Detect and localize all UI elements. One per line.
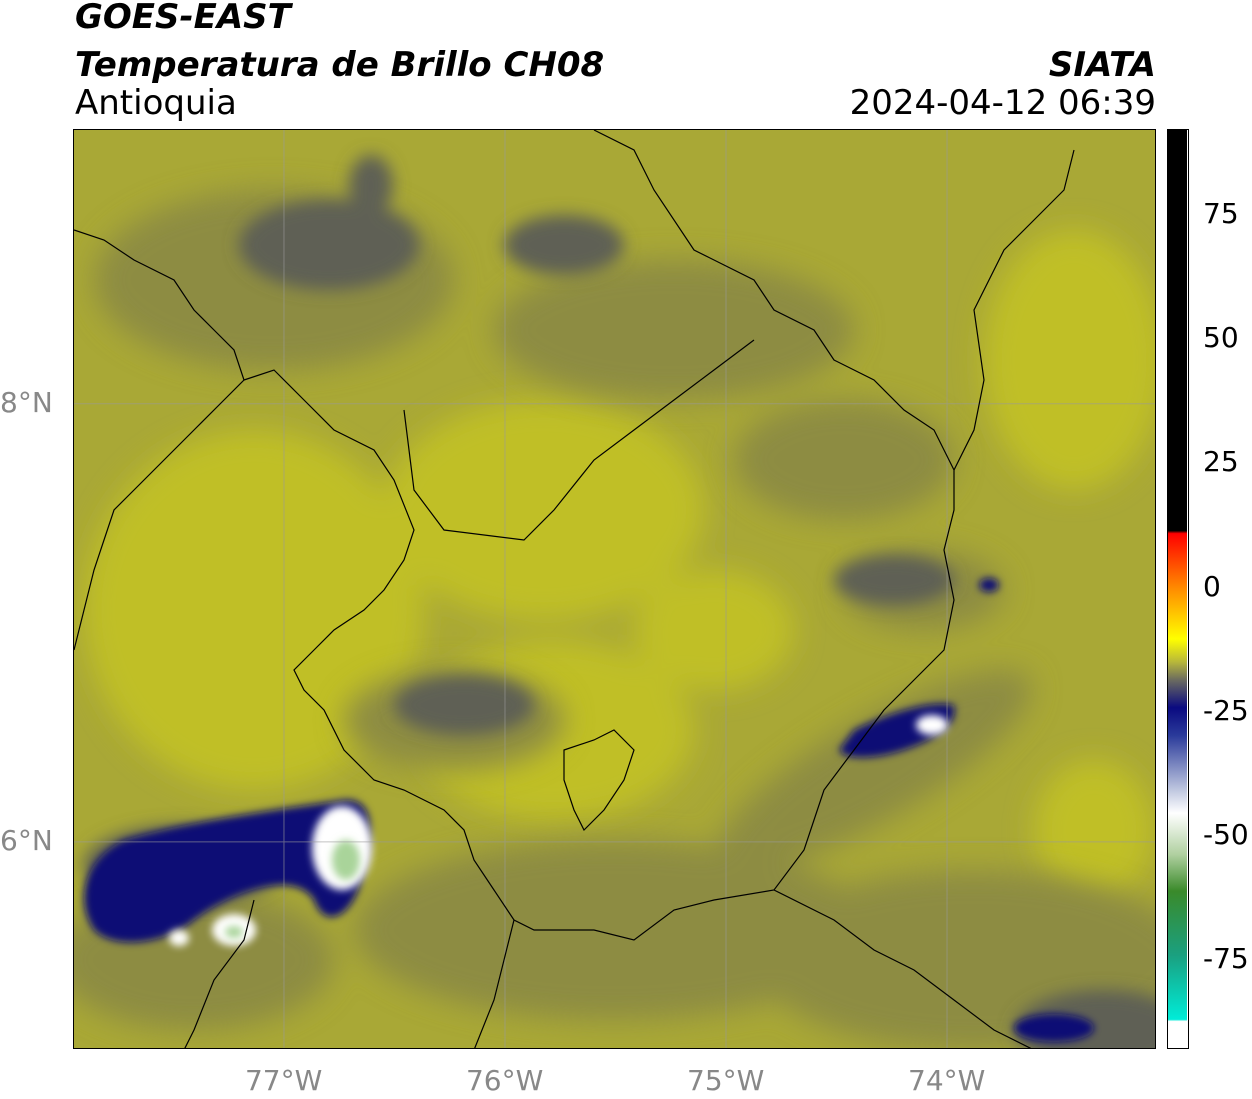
lat-tick-label: 8°N: [0, 385, 53, 419]
warm-regions: [84, 230, 1155, 900]
product-title: Temperatura de Brillo CH08: [75, 45, 605, 85]
lon-tick-label: 75°W: [687, 1064, 765, 1097]
municipal-boundary: [563, 729, 635, 832]
colorbar-tick-label: 25: [1203, 445, 1239, 479]
colorbar-tick-label: -75: [1203, 942, 1249, 976]
colorbar-tick-label: 50: [1203, 320, 1239, 354]
temperature-colorbar: [1167, 129, 1189, 1049]
department-boundary-south: [773, 889, 1032, 1048]
colorbar-tick-label: 75: [1203, 196, 1239, 230]
inner-boundary-2: [184, 899, 255, 1048]
lon-tick-label: 77°W: [244, 1064, 323, 1097]
timestamp-label: 2024-04-12 06:39: [849, 83, 1156, 123]
core-centers: [225, 840, 360, 938]
coastline: [74, 229, 245, 651]
lon-tick-label: 74°W: [908, 1064, 986, 1097]
department-boundary-west: [474, 919, 515, 1048]
brightness-temperature-map: [73, 129, 1156, 1049]
department-boundary-east: [953, 149, 1075, 471]
lon-tick-label: 76°W: [465, 1064, 544, 1097]
map-canvas: [74, 130, 1155, 1048]
lat-tick-label: 6°N: [0, 823, 53, 857]
antioquia-boundary: [243, 130, 955, 941]
colorbar-tick-label: 0: [1203, 569, 1221, 603]
agency-label: SIATA: [1048, 45, 1156, 85]
region-label: Antioquia: [75, 83, 237, 123]
administrative-boundaries: [74, 130, 1075, 1048]
map-gridlines: [74, 130, 1155, 1048]
colorbar-tick-label: -50: [1203, 818, 1249, 852]
satellite-title: GOES-EAST: [75, 0, 291, 37]
colorbar-gradient: [1168, 130, 1187, 1047]
inner-boundary: [403, 339, 755, 541]
colorbar-tick-label: -25: [1203, 693, 1249, 727]
